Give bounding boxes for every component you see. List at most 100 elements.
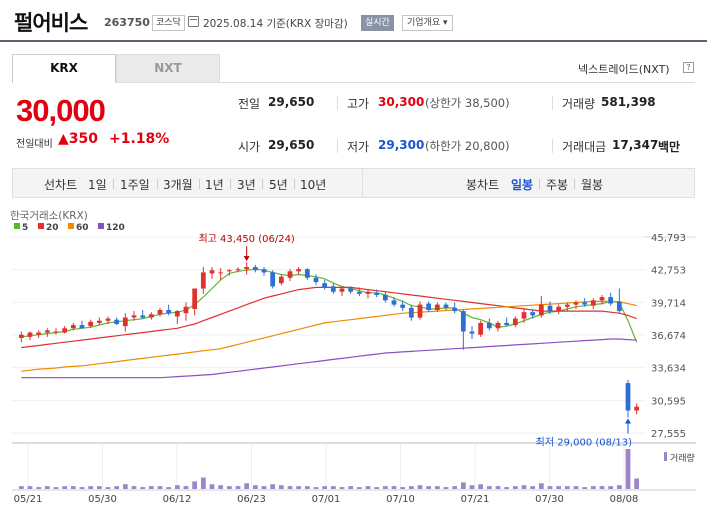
- candle-body: [452, 307, 458, 312]
- volume-label: 거래량: [670, 452, 695, 464]
- candle-body: [434, 304, 440, 311]
- volume-bar: [218, 485, 224, 489]
- volume-bar: [270, 484, 276, 489]
- period-1w[interactable]: 1주일: [120, 178, 150, 192]
- volume-bar: [192, 481, 198, 489]
- candle-body: [131, 315, 137, 318]
- period-10y[interactable]: 10년: [300, 178, 327, 192]
- candle-body: [70, 325, 76, 329]
- stat-divider: [337, 96, 338, 110]
- y-tick-label: 42,753: [651, 266, 686, 277]
- company-name: 펄어비스: [14, 11, 88, 35]
- candle-body: [426, 303, 432, 311]
- base-date: 2025.08.14 기준(KRX 장마감): [203, 18, 348, 30]
- candle-monthly[interactable]: 월봉: [581, 178, 604, 192]
- volume-bar: [330, 486, 336, 489]
- min-price-annotation: 최저 29,000 (08/13): [536, 436, 632, 448]
- legend-swatch: [14, 223, 20, 229]
- volume-bar: [53, 487, 59, 489]
- candle-body: [573, 302, 579, 305]
- volume-bar: [573, 486, 579, 489]
- period-3m[interactable]: 3개월: [163, 178, 193, 192]
- x-tick-label: 07/10: [386, 494, 415, 505]
- candle-body: [382, 294, 388, 301]
- y-tick-label: 36,674: [651, 331, 686, 342]
- volume-bar: [36, 487, 42, 489]
- volume-bar: [512, 486, 518, 489]
- help-icon[interactable]: ?: [683, 62, 694, 73]
- candle-body: [174, 311, 180, 317]
- volume-bar: [391, 486, 397, 489]
- period-3y[interactable]: 3년: [237, 178, 256, 192]
- open-value: 29,650: [268, 138, 315, 152]
- low-label: 저가: [347, 140, 370, 154]
- open-label: 시가: [238, 140, 261, 154]
- volume-bar: [616, 485, 622, 489]
- legend-label: 60: [76, 223, 89, 233]
- candle-body: [96, 320, 102, 323]
- nextrade-link[interactable]: 넥스트레이드(NXT): [578, 63, 670, 76]
- candle-body: [183, 306, 189, 314]
- candle-body: [122, 317, 128, 327]
- candle-body: [296, 269, 302, 272]
- volume-bar: [278, 485, 284, 489]
- ma-line-120: [21, 338, 637, 379]
- candle-body: [504, 322, 510, 326]
- market-badge: 코스닥: [152, 15, 185, 31]
- candle-body: [252, 267, 258, 271]
- volume-bar: [88, 486, 94, 489]
- low-value: 29,300: [378, 138, 425, 152]
- candle-body: [460, 311, 466, 332]
- x-tick-label: 07/01: [312, 494, 341, 505]
- candle-body: [348, 288, 354, 292]
- y-tick-label: 45,793: [651, 233, 686, 244]
- company-overview-button[interactable]: 기업개요 ▾: [402, 15, 453, 31]
- x-tick-label: 07/21: [461, 494, 490, 505]
- volume-bar: [235, 486, 241, 489]
- volume-legend-swatch: [664, 452, 667, 461]
- upper-limit: (상한가 38,500): [425, 96, 510, 110]
- tab-krx[interactable]: KRX: [12, 54, 116, 83]
- candle-body: [365, 291, 371, 294]
- volume-bar: [148, 486, 154, 489]
- x-tick-label: 07/30: [535, 494, 564, 505]
- candle-body: [556, 306, 562, 312]
- candle-body: [235, 269, 241, 271]
- realtime-button[interactable]: 실시간: [361, 15, 394, 31]
- volume-bar: [521, 485, 527, 489]
- tab-nxt[interactable]: NXT: [116, 54, 220, 83]
- volume-bar: [339, 487, 345, 489]
- candle-body: [408, 307, 414, 318]
- amount-label: 거래대금: [562, 140, 607, 154]
- period-5y[interactable]: 5년: [269, 178, 288, 192]
- candle-body: [18, 334, 24, 338]
- candle-body: [478, 322, 484, 335]
- candle-weekly[interactable]: 주봉: [546, 178, 569, 192]
- candle-body: [356, 291, 362, 294]
- candle-body: [512, 318, 518, 326]
- candle-body: [400, 304, 406, 308]
- current-price: 30,000: [16, 93, 106, 128]
- candle-body: [226, 270, 232, 272]
- period-1d[interactable]: 1일: [88, 178, 107, 192]
- candle-body: [62, 328, 68, 333]
- x-tick-label: 05/30: [88, 494, 117, 505]
- volume-bar: [105, 487, 111, 489]
- calendar-icon: [188, 16, 199, 27]
- volume-bar: [443, 487, 449, 489]
- period-1y[interactable]: 1년: [205, 178, 224, 192]
- volume-bar: [634, 478, 640, 489]
- period-selector: [12, 168, 695, 198]
- volume-bar: [157, 486, 163, 489]
- period-sep: [262, 179, 263, 189]
- x-tick-label: 06/12: [163, 494, 192, 505]
- volume-bar: [348, 486, 354, 489]
- max-price-arrowhead: [243, 256, 250, 262]
- price-chart: 한국거래소(KRX)5 20 60 120 45,793 42,753 39,714 36,6…: [10, 210, 696, 505]
- candle-daily[interactable]: 일봉: [511, 178, 534, 192]
- volume-bar: [556, 486, 562, 489]
- volume-bar: [495, 486, 501, 489]
- ma-line-5: [21, 268, 638, 343]
- candle-body: [495, 322, 501, 329]
- chart-source: 한국거래소(KRX): [10, 210, 88, 222]
